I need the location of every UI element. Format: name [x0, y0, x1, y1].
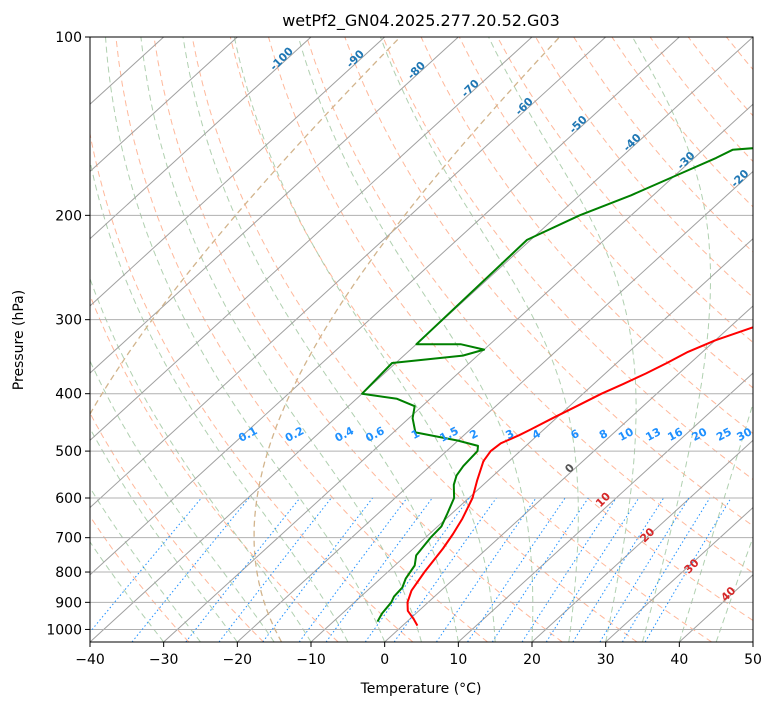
- mixing-ratio-line: [185, 497, 301, 642]
- isotherm-line: [90, 37, 312, 240]
- sounding-profiles: [361, 147, 753, 627]
- isotherm-line: [90, 37, 238, 173]
- mixing-ratio-line: [364, 497, 470, 642]
- moist-adiabat: [678, 401, 753, 642]
- mixing-ratio-line: [599, 497, 690, 642]
- x-axis: −40 −30 −20 −10 0 10 20 30 40 50: [75, 642, 762, 668]
- dry-adiabat: [90, 412, 264, 642]
- x-tick-label: −10: [296, 652, 326, 668]
- mixing-ratio-line: [131, 497, 250, 642]
- isotherm-line: [163, 103, 753, 642]
- y-tick-label: 200: [55, 208, 82, 224]
- isotherm-line: [90, 37, 459, 374]
- dry-adiabat: [90, 515, 190, 642]
- mixing-ratio-line: [491, 497, 589, 642]
- moist-adiabat: [488, 37, 637, 642]
- isotherm-line: [90, 37, 533, 442]
- moist-adiabat: [90, 359, 275, 642]
- dry-adiabat: [535, 37, 753, 298]
- mixing-ratio-label: 20: [690, 425, 710, 444]
- dry-adiabat: [268, 37, 753, 622]
- mixing-ratio-line: [572, 497, 665, 642]
- reference-curve: [90, 37, 401, 416]
- temperature-profile-line: [406, 326, 753, 627]
- y-tick-label: 700: [55, 531, 82, 547]
- y-tick-label: 900: [55, 595, 82, 611]
- y-tick-label: 800: [55, 565, 82, 581]
- isotherm-line: [90, 37, 607, 509]
- mixing-ratio-label: 30: [735, 425, 755, 444]
- dry-adiabat: [382, 37, 753, 481]
- isotherm-line: [236, 170, 753, 642]
- moist-adiabat: [90, 540, 165, 642]
- isotherm-line: [90, 37, 386, 307]
- x-tick-label: −20: [223, 652, 253, 668]
- plot-content: 0.10.20.40.611.52346810131620253036-100-…: [90, 37, 755, 642]
- chart-title: wetPf2_GN04.2025.277.20.52.G03: [282, 11, 560, 31]
- plot-frame: [89, 36, 754, 643]
- moist-adiabat: [715, 535, 753, 642]
- dewpoint-profile-line: [361, 147, 753, 623]
- mixing-ratio-label: 25: [714, 425, 734, 444]
- reference-curves: [90, 37, 561, 642]
- x-tick-label: −30: [149, 652, 179, 668]
- mixing-ratio-line: [467, 497, 566, 642]
- x-tick-label: −40: [75, 652, 105, 668]
- dry-adiabat: [496, 37, 753, 344]
- x-axis-title: Temperature (°C): [360, 681, 482, 697]
- y-tick-label: 100: [55, 30, 82, 46]
- moist-adiabat: [632, 37, 711, 642]
- dry-adiabat: [153, 37, 563, 642]
- y-tick-label: 400: [55, 387, 82, 403]
- x-tick-label: 20: [523, 652, 541, 668]
- dry-adiabat: [115, 37, 488, 642]
- dry-adiabats: [90, 37, 753, 642]
- isotherm-line: [605, 506, 753, 642]
- moist-adiabats: [90, 37, 753, 642]
- isobar-grid: [90, 37, 753, 630]
- moist-adiabat: [233, 37, 496, 642]
- mixing-ratio-label: 16: [665, 425, 685, 444]
- moist-adiabat: [140, 37, 422, 642]
- dry-adiabat: [191, 37, 638, 642]
- isotherm-line: [90, 37, 680, 576]
- y-tick-label: 1000: [46, 622, 82, 638]
- moist-adiabat: [105, 37, 386, 642]
- y-axis-title: Pressure (hPa): [11, 290, 27, 390]
- y-tick-label: 600: [55, 491, 82, 507]
- mixing-ratio-line: [621, 497, 711, 642]
- mixing-ratio-line: [298, 497, 408, 642]
- moist-adiabat: [182, 37, 459, 642]
- x-tick-label: 40: [670, 652, 688, 668]
- mixing-ratio-label: 13: [643, 425, 663, 444]
- mixing-ratio-label: 10: [616, 425, 636, 444]
- isotherm-line: [531, 439, 753, 642]
- mixing-ratio-line: [90, 497, 202, 633]
- moist-adiabat: [380, 37, 579, 642]
- mixing-ratio-lines: [90, 497, 732, 642]
- y-tick-label: 500: [55, 444, 82, 460]
- y-axis: 1000 900 800 700 600 500 400 300 200 100: [46, 30, 90, 638]
- x-tick-label: 50: [744, 652, 762, 668]
- isotherm-line: [310, 237, 753, 642]
- y-tick-label: 300: [55, 313, 82, 329]
- isotherm-line: [457, 372, 753, 642]
- reference-curve: [253, 37, 561, 642]
- moist-adiabat: [90, 486, 201, 642]
- moist-adiabat: [90, 158, 349, 642]
- x-tick-label: 10: [449, 652, 467, 668]
- x-tick-label: 0: [380, 652, 389, 668]
- mixing-ratio-line: [325, 497, 433, 642]
- dry-adiabat: [306, 37, 753, 574]
- mixing-ratio-line: [545, 497, 640, 642]
- dry-adiabat: [90, 131, 414, 642]
- mixing-ratio-line: [644, 497, 732, 642]
- mixing-ratio-line: [218, 497, 332, 642]
- moist-adiabat: [297, 37, 534, 642]
- moist-adiabat: [90, 427, 238, 642]
- x-tick-label: 30: [597, 652, 615, 668]
